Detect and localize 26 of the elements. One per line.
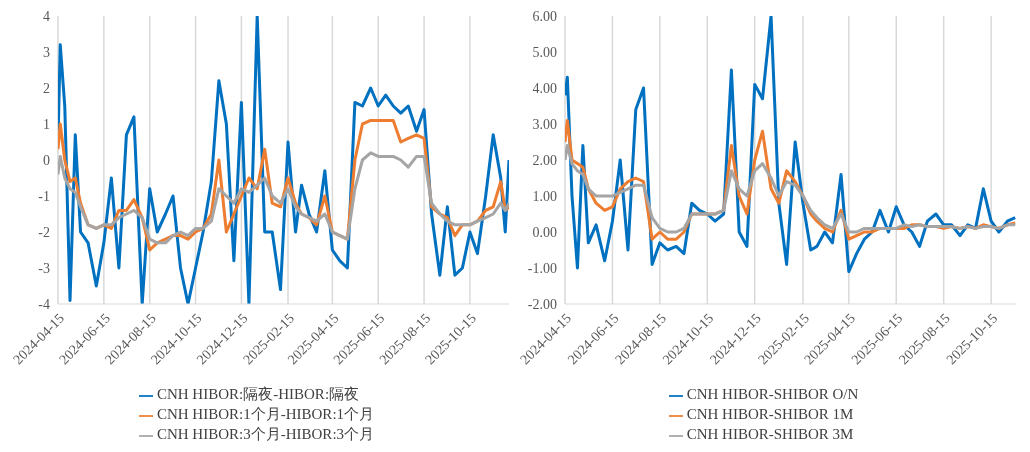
legend-label: CNH HIBOR:1个月-HIBOR:1个月	[156, 406, 375, 422]
y-tick-label: -1.00	[527, 260, 557, 276]
legend-label: CNH HIBOR-SHIBOR 1M	[686, 406, 854, 422]
y-tick-label: 0	[43, 152, 50, 168]
y-tick-label: -2	[38, 224, 50, 240]
y-tick-label: 1	[43, 116, 50, 132]
y-tick-label: 0.00	[532, 224, 557, 240]
line-series	[565, 144, 1016, 234]
line-series	[58, 151, 509, 245]
y-tick-label: -3	[38, 260, 50, 276]
y-tick-label: 2	[43, 80, 50, 96]
y-tick-label: 1.00	[532, 188, 557, 204]
y-tick-label: 4.00	[532, 80, 557, 96]
y-tick-label: 2.00	[532, 152, 557, 168]
legend-label: CNH HIBOR:3个月-HIBOR:3个月	[156, 426, 375, 442]
legend-label: CNH HIBOR-SHIBOR O/N	[686, 386, 859, 402]
y-tick-label: 3	[43, 44, 50, 60]
y-tick-label: 6.00	[532, 8, 557, 24]
legend-label: CNH HIBOR:隔夜-HIBOR:隔夜	[156, 386, 360, 402]
legend-label: CNH HIBOR-SHIBOR 3M	[686, 426, 854, 442]
y-tick-label: 5.00	[532, 44, 557, 60]
y-tick-label: -2.00	[527, 296, 557, 312]
y-tick-label: 4	[43, 8, 50, 24]
y-tick-label: 3.00	[532, 116, 557, 132]
y-tick-label: -1	[38, 188, 50, 204]
y-tick-label: -4	[38, 296, 50, 312]
